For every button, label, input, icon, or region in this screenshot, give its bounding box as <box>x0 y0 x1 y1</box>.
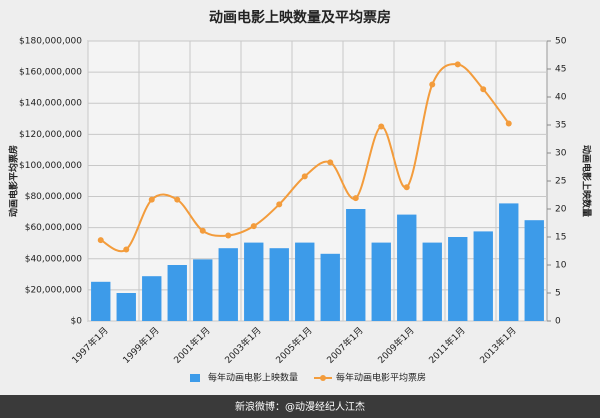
footer-bar <box>0 395 600 418</box>
y2-tick-label: 35 <box>555 121 566 131</box>
y-tick-label: $180,000,000 <box>19 37 82 47</box>
y-axis-title: 动画电影平均票房 <box>8 145 20 217</box>
legend-swatch <box>190 374 200 382</box>
legend-label: 每年动画电影平均票房 <box>336 372 426 384</box>
y2-tick-label: 10 <box>555 261 567 271</box>
y2-tick-label: 30 <box>555 149 567 159</box>
bar <box>346 209 366 321</box>
bar <box>91 281 111 321</box>
line-marker <box>480 86 487 93</box>
y2-tick-label: 40 <box>555 93 567 103</box>
y-tick-label: $80,000,000 <box>25 192 83 202</box>
bar <box>295 242 315 321</box>
line-marker <box>352 195 359 202</box>
line-marker <box>250 223 257 230</box>
y-tick-label: $120,000,000 <box>19 130 82 140</box>
bar <box>371 242 391 321</box>
line-marker <box>276 201 283 208</box>
bar <box>422 242 442 321</box>
legend-label: 每年动画电影上映数量 <box>208 372 298 384</box>
y2-tick-label: 45 <box>555 65 566 75</box>
y-tick-label: $20,000,000 <box>25 285 83 295</box>
line-marker <box>225 232 232 239</box>
bar <box>320 253 340 321</box>
bar <box>142 276 162 321</box>
y-tick-label: $40,000,000 <box>25 254 83 264</box>
bar <box>244 242 264 321</box>
y2-tick-label: 50 <box>555 37 567 47</box>
y-tick-label: $0 <box>71 317 83 327</box>
line-marker <box>148 196 155 203</box>
legend-swatch-marker <box>320 375 326 381</box>
footer-text: 新浪微博：@动漫经纪人江杰 <box>235 400 365 413</box>
bar <box>193 259 213 321</box>
line-marker <box>174 196 181 203</box>
line-marker <box>505 120 512 127</box>
bar <box>499 203 519 321</box>
line-marker <box>123 246 130 253</box>
bar <box>524 220 544 321</box>
bar <box>218 248 238 321</box>
bar <box>269 248 289 321</box>
line-marker <box>327 159 334 166</box>
bar <box>167 265 187 321</box>
y-tick-label: $160,000,000 <box>19 68 82 78</box>
line <box>100 63 510 253</box>
plot-area <box>87 40 548 322</box>
line-marker <box>454 61 461 68</box>
y2-tick-label: 5 <box>555 289 561 299</box>
line-marker <box>429 81 436 88</box>
line-marker <box>199 227 206 234</box>
bar <box>448 237 468 321</box>
chart-title: 动画电影上映数量及平均票房 <box>209 9 391 26</box>
y2-axis-title: 动画电影上映数量 <box>581 145 593 217</box>
line-marker <box>301 173 308 180</box>
line-marker <box>378 123 385 130</box>
line-marker <box>403 184 410 191</box>
y2-tick-label: 25 <box>555 177 566 187</box>
y-tick-label: $60,000,000 <box>25 223 83 233</box>
bar <box>473 231 493 321</box>
y2-tick-label: 0 <box>555 317 561 327</box>
y-tick-label: $100,000,000 <box>19 161 82 171</box>
y2-tick-label: 20 <box>555 205 567 215</box>
y2-tick-label: 15 <box>555 233 566 243</box>
bar <box>397 214 417 321</box>
y-tick-label: $140,000,000 <box>19 99 82 109</box>
bar <box>116 293 136 321</box>
line-marker <box>97 237 104 244</box>
